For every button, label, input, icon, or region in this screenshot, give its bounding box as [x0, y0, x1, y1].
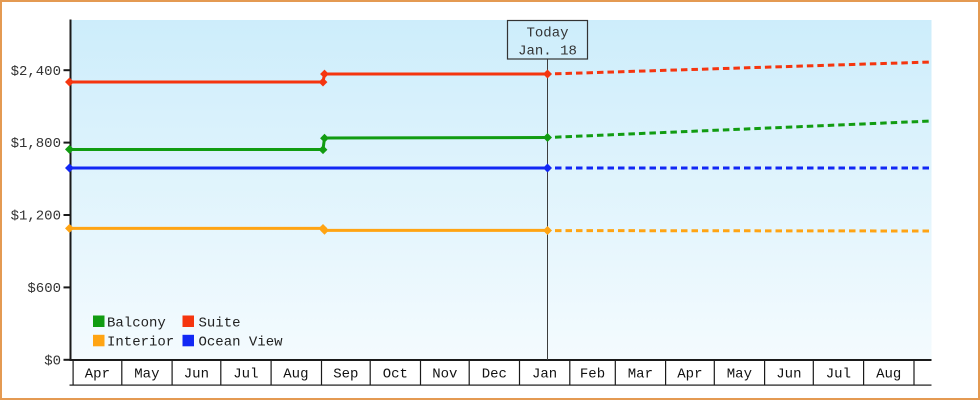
svg-text:$600: $600 — [27, 281, 61, 297]
svg-text:Jan: Jan — [532, 367, 557, 383]
svg-text:Apr: Apr — [85, 367, 110, 383]
svg-text:Jul: Jul — [233, 367, 258, 383]
svg-text:Today: Today — [526, 26, 568, 42]
svg-text:May: May — [134, 367, 159, 383]
svg-text:Nov: Nov — [432, 367, 457, 383]
svg-text:$1,200: $1,200 — [11, 209, 61, 225]
svg-text:Dec: Dec — [482, 367, 507, 383]
svg-text:Interior: Interior — [107, 335, 174, 351]
svg-text:$0: $0 — [44, 353, 61, 369]
svg-text:Apr: Apr — [677, 367, 702, 383]
svg-text:$2,400: $2,400 — [11, 64, 61, 80]
svg-text:Feb: Feb — [580, 367, 605, 383]
svg-text:Aug: Aug — [876, 367, 901, 383]
svg-text:$1,800: $1,800 — [11, 136, 61, 152]
svg-text:Aug: Aug — [283, 367, 308, 383]
svg-text:Jul: Jul — [826, 367, 851, 383]
svg-text:Suite: Suite — [199, 315, 241, 331]
svg-text:Mar: Mar — [628, 367, 653, 383]
svg-text:Oct: Oct — [383, 367, 408, 383]
svg-text:Sep: Sep — [333, 367, 358, 383]
svg-text:Jun: Jun — [776, 367, 801, 383]
svg-text:Jan. 18: Jan. 18 — [518, 44, 577, 60]
svg-text:Jun: Jun — [184, 367, 209, 383]
svg-text:Balcony: Balcony — [107, 315, 166, 331]
svg-text:May: May — [727, 367, 752, 383]
svg-text:Ocean View: Ocean View — [199, 335, 284, 351]
